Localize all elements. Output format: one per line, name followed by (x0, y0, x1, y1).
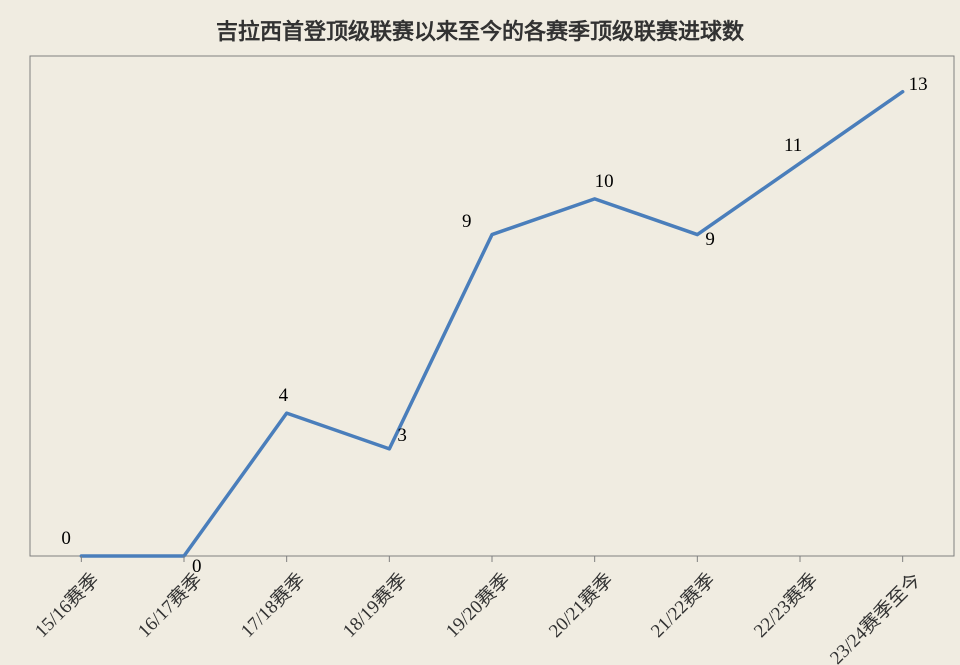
data-label: 11 (784, 135, 802, 157)
data-label: 9 (462, 211, 472, 233)
data-label: 9 (705, 229, 715, 251)
data-label: 10 (595, 171, 614, 193)
data-line (81, 92, 902, 556)
data-label: 13 (909, 74, 928, 96)
line-chart-svg (0, 0, 960, 665)
data-label: 0 (61, 528, 71, 550)
plot-border (30, 56, 954, 556)
chart-container: 吉拉西首登顶级联赛以来至今的各赛季顶级联赛进球数 00439109111315/… (0, 0, 960, 665)
data-label: 4 (279, 385, 289, 407)
data-label: 3 (397, 425, 407, 447)
